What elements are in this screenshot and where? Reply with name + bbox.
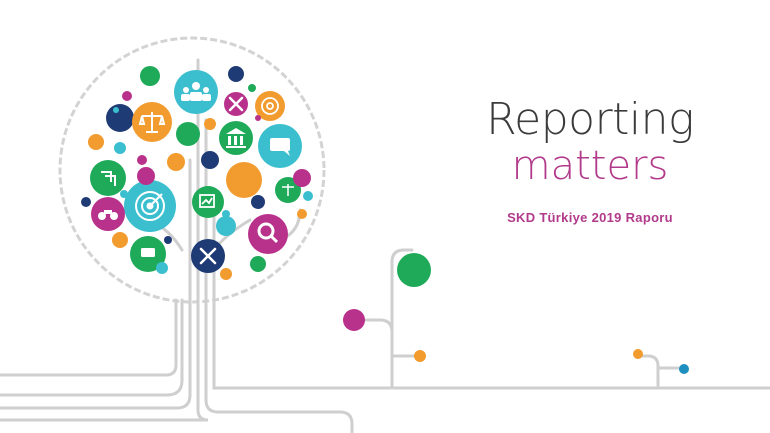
sapling-leaves xyxy=(343,253,689,374)
team-icon xyxy=(181,82,211,101)
scales-icon xyxy=(138,112,166,133)
magnifier-icon xyxy=(257,222,279,244)
chat-icon xyxy=(270,138,290,156)
hero-text: Reporting matters SKD Türkiye 2019 Rapor… xyxy=(440,94,740,226)
tools-icon xyxy=(228,96,244,112)
target-small-icon xyxy=(261,97,279,115)
chat-small-icon xyxy=(141,248,155,257)
scales-small-icon xyxy=(282,184,294,196)
target-icon xyxy=(135,191,165,221)
wrench-icon xyxy=(199,247,217,265)
building-icon xyxy=(226,128,246,148)
hero-title-line1: Reporting xyxy=(486,94,694,145)
fork-icon xyxy=(101,171,116,186)
chart-icon xyxy=(199,194,215,208)
tree-crown-outline xyxy=(58,36,326,304)
binoculars-icon xyxy=(98,210,118,220)
hero-title-line2: matters xyxy=(511,143,669,189)
report-subtitle: SKD Türkiye 2019 Raporu xyxy=(507,210,673,225)
